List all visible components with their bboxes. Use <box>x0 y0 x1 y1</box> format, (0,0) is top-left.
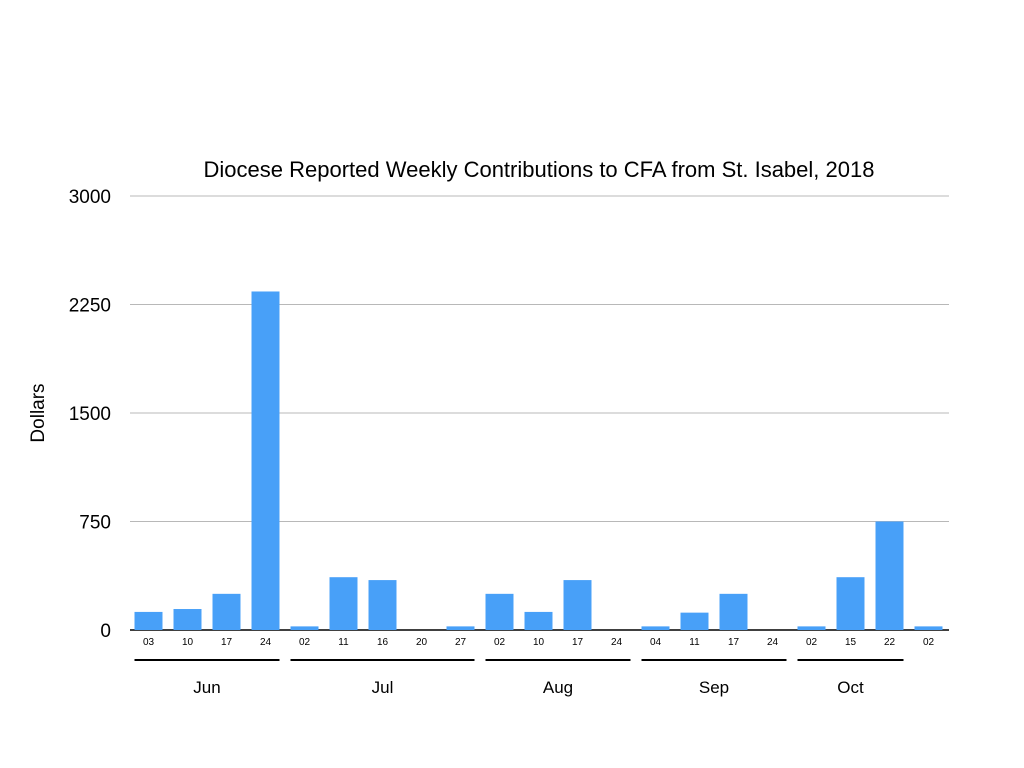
chart-title: Diocese Reported Weekly Contributions to… <box>204 157 875 182</box>
x-tick-label: 02 <box>806 637 818 648</box>
bar <box>446 626 475 630</box>
x-tick-label: 15 <box>845 637 857 648</box>
x-tick-label: 10 <box>533 637 545 648</box>
x-tick-label: 16 <box>377 637 389 648</box>
bar <box>173 609 202 630</box>
bar <box>485 593 514 630</box>
bar <box>134 611 163 630</box>
bar <box>719 593 748 630</box>
month-label: Jul <box>372 678 394 697</box>
bar <box>914 626 943 630</box>
bar <box>329 577 358 630</box>
bar <box>290 626 319 630</box>
x-tick-label: 10 <box>182 637 194 648</box>
y-tick-label: 1500 <box>69 404 111 425</box>
x-tick-label: 17 <box>572 637 584 648</box>
y-tick-label: 0 <box>100 621 111 642</box>
y-tick-label: 2250 <box>69 296 111 317</box>
y-tick-label: 3000 <box>69 187 111 208</box>
month-label: Sep <box>699 678 729 697</box>
x-tick-label: 24 <box>260 637 272 648</box>
x-tick-label: 02 <box>299 637 311 648</box>
x-tick-label: 17 <box>728 637 740 648</box>
x-tick-label: 22 <box>884 637 896 648</box>
x-tick-label: 20 <box>416 637 428 648</box>
bar <box>680 612 709 630</box>
x-tick-label: 02 <box>494 637 506 648</box>
bar <box>875 521 904 630</box>
y-axis-label: Dollars <box>28 383 49 442</box>
x-tick-label: 27 <box>455 637 467 648</box>
month-label: Jun <box>193 678 220 697</box>
x-tick-label: 02 <box>923 637 935 648</box>
bar <box>524 611 553 630</box>
bar <box>251 291 280 630</box>
bar <box>641 626 670 630</box>
bar <box>797 626 826 630</box>
x-tick-label: 11 <box>689 637 700 648</box>
x-tick-label: 17 <box>221 637 233 648</box>
bar <box>563 580 592 630</box>
bar <box>212 593 241 630</box>
x-tick-label: 24 <box>611 637 623 648</box>
bar <box>836 577 865 630</box>
month-label: Oct <box>837 678 864 697</box>
bar <box>368 580 397 630</box>
x-tick-label: 03 <box>143 637 155 648</box>
y-tick-label: 750 <box>79 513 111 534</box>
x-tick-label: 24 <box>767 637 779 648</box>
x-tick-label: 11 <box>338 637 349 648</box>
x-tick-label: 04 <box>650 637 662 648</box>
month-label: Aug <box>543 678 573 697</box>
